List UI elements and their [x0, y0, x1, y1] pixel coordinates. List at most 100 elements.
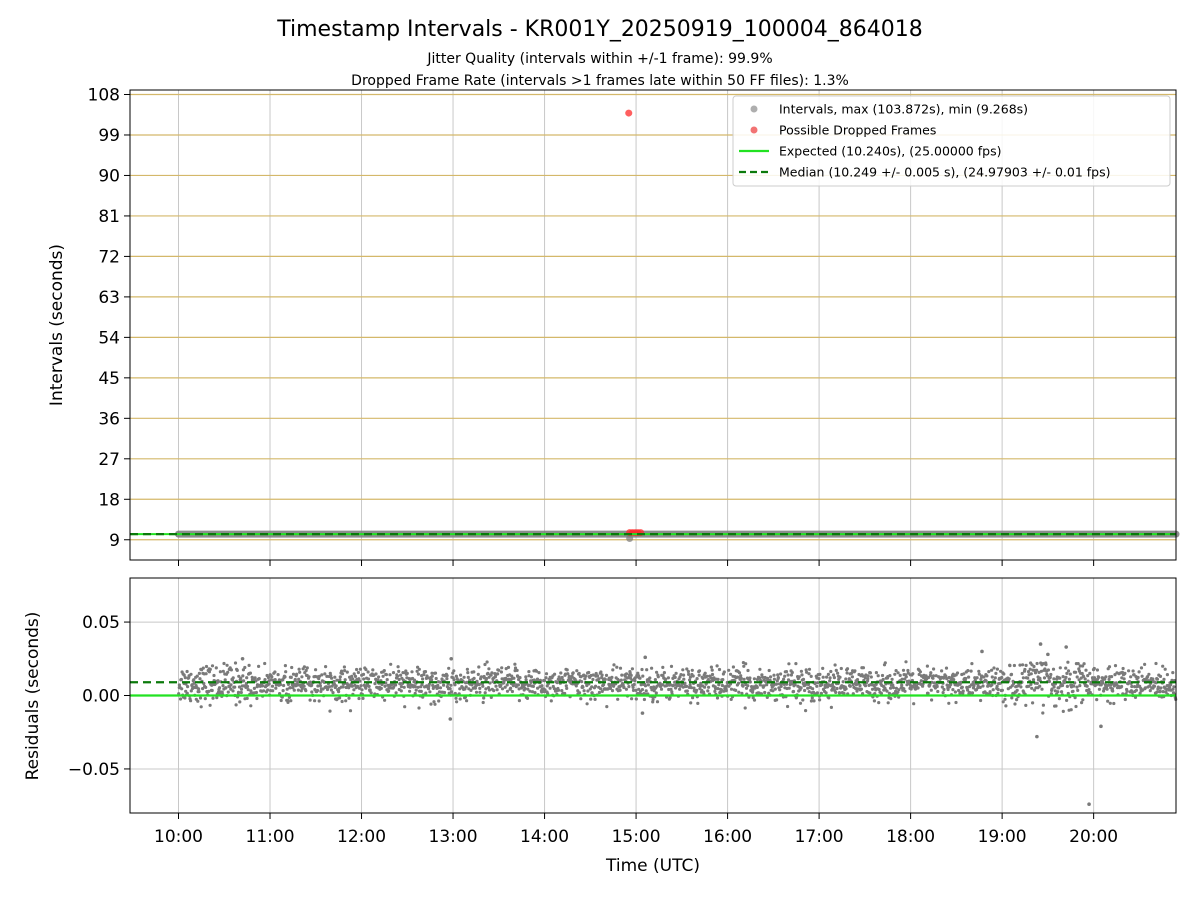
residual-point: [669, 664, 674, 669]
residual-point: [499, 670, 503, 674]
residual-point: [582, 689, 586, 693]
residual-point: [1087, 688, 1091, 692]
residual-point: [930, 698, 934, 702]
residual-point: [944, 674, 948, 678]
residual-point: [624, 687, 629, 691]
residual-point: [487, 667, 491, 671]
residual-point: [610, 675, 614, 680]
residual-point: [1155, 677, 1159, 681]
residual-point: [768, 678, 772, 682]
residual-point: [736, 681, 741, 685]
residual-point: [954, 700, 958, 705]
residual-point: [1078, 684, 1082, 688]
residual-point: [1121, 666, 1125, 671]
residual-point: [927, 675, 931, 680]
residual-point: [993, 676, 997, 680]
interval-min-point: [626, 535, 634, 543]
residual-point: [1048, 675, 1052, 679]
residual-point: [869, 675, 873, 679]
residual-point: [668, 696, 672, 700]
residual-point: [502, 681, 506, 685]
residual-point: [304, 668, 308, 673]
residual-point: [972, 684, 976, 688]
residual-point: [618, 688, 622, 692]
residual-point: [374, 672, 378, 676]
residual-outlier: [640, 711, 645, 715]
residual-point: [291, 686, 295, 690]
residual-point: [1029, 682, 1033, 687]
residual-point: [890, 677, 894, 681]
residual-outlier: [1038, 642, 1043, 646]
residual-point: [1154, 661, 1158, 666]
residual-point: [332, 679, 336, 684]
residual-point: [744, 662, 748, 666]
residual-point: [944, 666, 949, 670]
residual-point: [388, 673, 392, 677]
residual-point: [563, 691, 567, 696]
residual-point: [801, 698, 805, 702]
residual-point: [896, 671, 900, 675]
residual-point: [325, 674, 329, 679]
residual-point: [783, 674, 787, 678]
residual-point: [355, 667, 359, 672]
residual-point: [898, 673, 902, 678]
residual-point: [469, 688, 473, 693]
legend-label: Possible Dropped Frames: [779, 123, 936, 138]
legend-label: Median (10.249 +/- 0.005 s), (24.97903 +…: [779, 165, 1110, 180]
residual-point: [641, 674, 645, 678]
residual-point: [1049, 672, 1053, 677]
residual-point: [543, 679, 547, 683]
residual-point: [981, 684, 985, 688]
residual-point: [687, 672, 691, 677]
residual-point: [216, 679, 220, 683]
residual-point: [262, 689, 266, 693]
residual-point: [207, 689, 211, 694]
residual-point: [806, 682, 811, 687]
residual-point: [481, 684, 485, 688]
residual-point: [685, 667, 689, 671]
residual-point: [689, 686, 693, 690]
residual-point: [364, 667, 368, 672]
residual-point: [1159, 686, 1163, 690]
residual-point: [880, 673, 885, 678]
residual-point: [897, 688, 901, 692]
residual-point: [874, 682, 878, 687]
residual-point: [1039, 669, 1043, 673]
residual-point: [391, 671, 396, 675]
residual-point: [180, 687, 184, 691]
residual-point: [510, 689, 514, 694]
residual-point: [455, 700, 459, 704]
residual-point: [654, 691, 658, 695]
residual-point: [1129, 675, 1133, 679]
residual-point: [912, 702, 916, 706]
residual-point: [834, 690, 838, 695]
residual-point: [1058, 676, 1062, 680]
residual-point: [751, 688, 755, 692]
residual-point: [500, 666, 504, 670]
residual-point: [458, 687, 462, 691]
residual-point: [338, 696, 342, 700]
residual-point: [689, 701, 693, 705]
residual-point: [801, 677, 806, 682]
residual-point: [404, 669, 408, 673]
residual-point: [697, 673, 701, 677]
residual-point: [659, 687, 664, 691]
residual-point: [992, 666, 996, 670]
residual-point: [412, 678, 417, 682]
residual-point: [310, 683, 314, 688]
residual-point: [821, 666, 825, 671]
residual-point: [452, 678, 456, 682]
dropped-frame-point: [625, 109, 633, 117]
residual-points: [177, 642, 1178, 806]
residual-point: [233, 685, 237, 689]
residual-point: [413, 685, 417, 689]
residual-point: [318, 684, 322, 688]
residual-point: [324, 665, 328, 669]
residual-point: [985, 691, 989, 696]
residual-point: [287, 695, 291, 700]
residual-point: [1031, 678, 1036, 682]
residual-point: [889, 697, 893, 701]
residual-point: [544, 676, 548, 680]
residual-point: [673, 675, 677, 680]
residual-point: [579, 697, 583, 701]
